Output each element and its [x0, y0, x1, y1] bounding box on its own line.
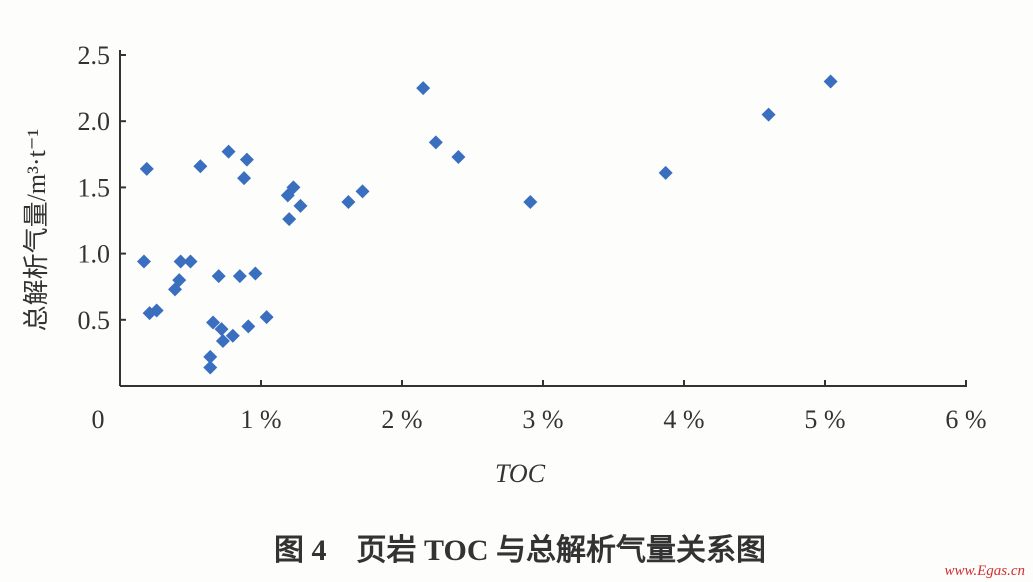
- data-point: [259, 310, 274, 325]
- data-point: [221, 144, 236, 159]
- watermark: www.Egas.cn: [944, 563, 1025, 579]
- data-point: [239, 152, 254, 167]
- data-point: [282, 212, 297, 227]
- x-tick-label: 2 %: [381, 405, 422, 434]
- data-point: [206, 315, 221, 330]
- data-point: [203, 360, 218, 375]
- data-point: [761, 107, 776, 122]
- data-point: [293, 198, 308, 213]
- y-tick-label: 1.0: [78, 240, 111, 269]
- x-tick-label: 0: [92, 405, 105, 434]
- data-point: [248, 266, 263, 281]
- data-point: [136, 254, 151, 269]
- data-point: [355, 184, 370, 199]
- data-point: [232, 269, 247, 284]
- y-tick-label: 1.5: [78, 173, 111, 202]
- data-point: [451, 149, 466, 164]
- data-point: [416, 81, 431, 96]
- y-tick-label: 2.0: [78, 107, 111, 136]
- data-point: [237, 171, 252, 186]
- x-tick-label: 1 %: [240, 405, 281, 434]
- data-point: [211, 269, 226, 284]
- data-point: [215, 333, 230, 348]
- data-point: [139, 161, 154, 176]
- x-tick-label: 4 %: [663, 405, 704, 434]
- y-axis-label: 总解析气量/m³·t⁻¹: [22, 129, 51, 332]
- data-point: [173, 254, 188, 269]
- y-tick-label: 0.5: [78, 306, 111, 335]
- data-point: [286, 180, 301, 195]
- data-point: [203, 349, 218, 364]
- data-point: [193, 159, 208, 174]
- x-tick-label: 6 %: [945, 405, 986, 434]
- data-point: [183, 254, 198, 269]
- chart-caption: 图 4 页岩 TOC 与总解析气量关系图: [274, 534, 766, 567]
- data-point: [241, 319, 256, 334]
- data-point: [523, 194, 538, 209]
- data-point: [658, 165, 673, 180]
- data-point: [428, 135, 443, 150]
- data-point: [341, 194, 356, 209]
- x-tick-label: 5 %: [804, 405, 845, 434]
- data-point: [149, 303, 164, 318]
- data-point: [214, 322, 229, 337]
- y-tick-label: 2.5: [78, 41, 111, 70]
- data-point: [823, 74, 838, 89]
- x-axis-label: TOC: [495, 459, 546, 488]
- data-point: [172, 273, 187, 288]
- x-tick-label: 3 %: [522, 405, 563, 434]
- data-point: [225, 328, 240, 343]
